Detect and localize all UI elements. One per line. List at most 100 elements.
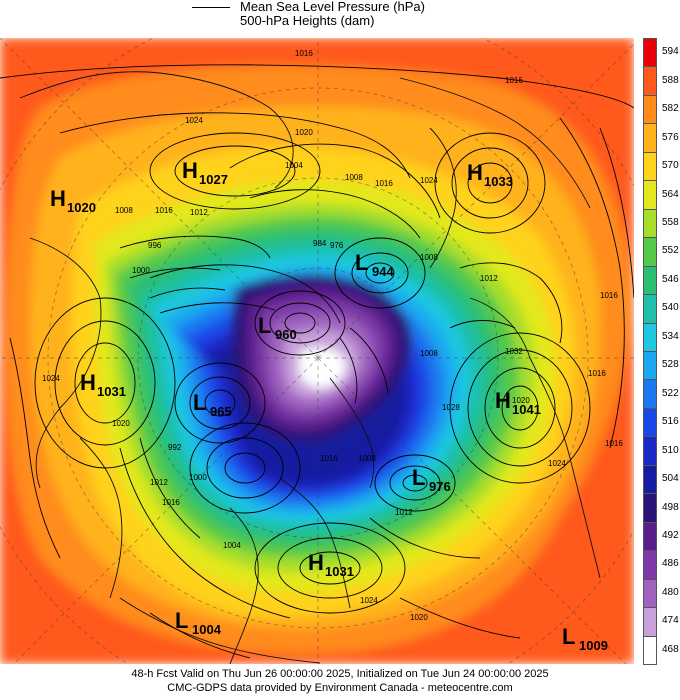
colorbar-swatch: [643, 151, 657, 182]
system-pressure-value: 1033: [484, 174, 513, 189]
forecast-valid-info: 48-h Fcst Valid on Thu Jun 26 00:00:00 2…: [131, 668, 549, 680]
system-pressure-value: 1041: [512, 402, 541, 417]
system-letter: L: [193, 390, 206, 415]
title-500hpa: 500-hPa Heights (dam): [240, 13, 375, 28]
isobar-value-label: 1008: [115, 206, 133, 215]
colorbar-swatch: [643, 436, 657, 466]
isobar-value-label: 1012: [150, 478, 168, 487]
500hpa-height-fill: [0, 38, 634, 664]
high-pressure-marker: H 1027: [182, 158, 228, 187]
isobar-value-label: 1008: [345, 173, 363, 182]
isobar-value-label: 992: [168, 443, 182, 452]
system-pressure-value: 965: [210, 404, 232, 419]
data-source-credit: CMC-GDPS data provided by Environment Ca…: [167, 682, 513, 694]
isobar-value-label: 1000: [189, 473, 207, 482]
colorbar-label: 480: [662, 586, 679, 598]
isobar-value-label: 1016: [588, 369, 606, 378]
colorbar-label: 468: [662, 643, 679, 655]
colorbar-swatch: [643, 123, 657, 153]
isobar-value-label: 1012: [395, 508, 413, 517]
high-pressure-marker: H 1031: [80, 370, 126, 399]
isobar-value-label: 1024: [420, 176, 438, 185]
map-footer: 48-h Fcst Valid on Thu Jun 26 00:00:00 2…: [0, 668, 680, 700]
colorbar-swatch: [643, 265, 657, 296]
lat-lon-graticule: [0, 38, 634, 664]
colorbar-label: 528: [662, 359, 679, 371]
colorbar-label: 570: [662, 160, 679, 172]
colorbar-label: 534: [662, 330, 679, 342]
colorbar-label: 474: [662, 615, 679, 627]
isobar-value-label: 1016: [320, 454, 338, 463]
isobar-value-label: 1016: [600, 291, 618, 300]
colorbar-swatch: [643, 208, 657, 239]
colorbar-swatch: [643, 578, 657, 609]
isobar-value-label: 1016: [162, 498, 180, 507]
isobar-value-label: 996: [148, 241, 162, 250]
isobar-value-label: 1024: [185, 116, 203, 125]
isobar-value-label: 1004: [223, 541, 241, 550]
system-pressure-value: 1031: [97, 384, 126, 399]
colorbar-label: 510: [662, 444, 679, 456]
colorbar-label: 516: [662, 416, 679, 428]
system-letter: L: [258, 313, 271, 338]
system-letter: L: [412, 465, 425, 490]
system-letter: H: [182, 158, 198, 183]
colorbar-swatch: [643, 180, 657, 210]
system-pressure-value: 1027: [199, 172, 228, 187]
low-pressure-marker: L 976: [412, 465, 451, 494]
colorbar-label: 582: [662, 103, 679, 115]
system-pressure-value: 960: [275, 327, 297, 342]
isobar-value-label: 976: [330, 241, 344, 250]
colorbar-swatch: [643, 294, 657, 324]
isobar-value-label: 1024: [360, 596, 378, 605]
map-header: Mean Sea Level Pressure (hPa) 500-hPa He…: [0, 0, 680, 36]
isobar-value-label: 1020: [295, 128, 313, 137]
mslp-isobars: [0, 64, 634, 659]
pressure-line-legend-icon: [192, 7, 230, 8]
colorbar-label: 498: [662, 501, 679, 513]
system-letter: H: [50, 186, 66, 211]
isobar-value-label: 1024: [548, 459, 566, 468]
system-letter: H: [80, 370, 96, 395]
colorbar-swatch: [643, 66, 657, 96]
isobar-value-label: 1028: [442, 403, 460, 412]
system-pressure-value: 976: [429, 479, 451, 494]
high-pressure-marker: H 1033: [467, 160, 513, 189]
low-pressure-marker: L 1009: [562, 624, 608, 653]
colorbar-swatch: [643, 607, 657, 637]
colorbar-label: 522: [662, 387, 679, 399]
colorbar-label: 546: [662, 273, 679, 285]
low-pressure-marker: L 944: [355, 250, 394, 279]
low-pressure-marker: L 960: [258, 313, 297, 342]
system-pressure-value: 1020: [67, 200, 96, 215]
colorbar-swatch: [643, 94, 657, 125]
system-letter: L: [562, 624, 575, 649]
isobar-value-label: 1024: [42, 374, 60, 383]
colorbar-swatch: [643, 379, 657, 409]
isobar-value-label: 1016: [155, 206, 173, 215]
isobar-value-label: 1008: [358, 454, 376, 463]
colorbar-swatch: [643, 237, 657, 267]
colorbar-swatch: [643, 351, 657, 381]
colorbar-label: 504: [662, 473, 679, 485]
colorbar-label: 594: [662, 46, 679, 58]
colorbar-swatch: [643, 38, 657, 68]
system-letter: H: [308, 550, 324, 575]
isobar-value-label: 1004: [285, 161, 303, 170]
colorbar-swatch: [643, 521, 657, 552]
high-pressure-marker: H 1031: [308, 550, 354, 579]
height-colorbar: 594 588 582 576 570 564 558 552 546 540 534 528 522 5…: [643, 38, 680, 665]
colorbar-swatch: [643, 493, 657, 523]
colorbar-swatch: [643, 464, 657, 495]
system-pressure-value: 944: [372, 264, 394, 279]
isobar-value-label: 1020: [410, 613, 428, 622]
isobar-value-label: 1008: [420, 253, 438, 262]
colorbar-label: 552: [662, 245, 679, 257]
isobar-value-label: 1020: [112, 419, 130, 428]
colorbar-label: 576: [662, 131, 679, 143]
colorbar-label: 588: [662, 74, 679, 86]
colorbar-label: 486: [662, 558, 679, 570]
colorbar-label: 492: [662, 529, 679, 541]
isobar-value-label: 1012: [190, 208, 208, 217]
